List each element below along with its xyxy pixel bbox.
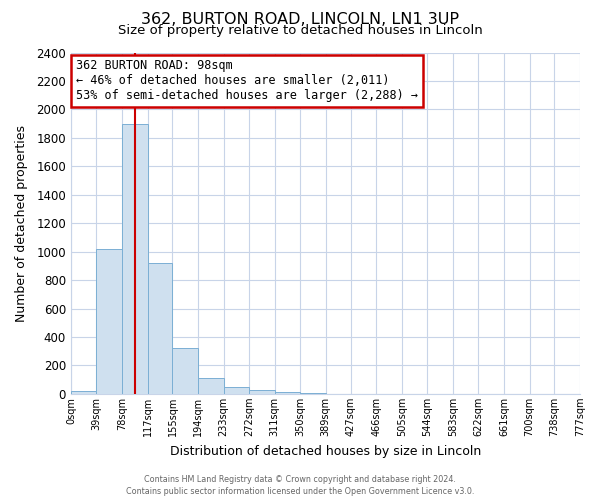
Bar — [198, 378, 224, 394]
Y-axis label: Number of detached properties: Number of detached properties — [15, 124, 28, 322]
Bar — [275, 392, 300, 394]
Bar — [71, 391, 97, 394]
Bar — [148, 263, 172, 394]
Bar — [300, 393, 326, 394]
Bar — [97, 249, 122, 394]
Bar — [224, 387, 249, 394]
Text: 362 BURTON ROAD: 98sqm
← 46% of detached houses are smaller (2,011)
53% of semi-: 362 BURTON ROAD: 98sqm ← 46% of detached… — [76, 60, 418, 102]
Text: 362, BURTON ROAD, LINCOLN, LN1 3UP: 362, BURTON ROAD, LINCOLN, LN1 3UP — [141, 12, 459, 28]
Bar — [249, 390, 275, 394]
Bar — [172, 348, 198, 394]
Bar — [122, 124, 148, 394]
Text: Size of property relative to detached houses in Lincoln: Size of property relative to detached ho… — [118, 24, 482, 37]
X-axis label: Distribution of detached houses by size in Lincoln: Distribution of detached houses by size … — [170, 444, 481, 458]
Text: Contains HM Land Registry data © Crown copyright and database right 2024.
Contai: Contains HM Land Registry data © Crown c… — [126, 474, 474, 496]
